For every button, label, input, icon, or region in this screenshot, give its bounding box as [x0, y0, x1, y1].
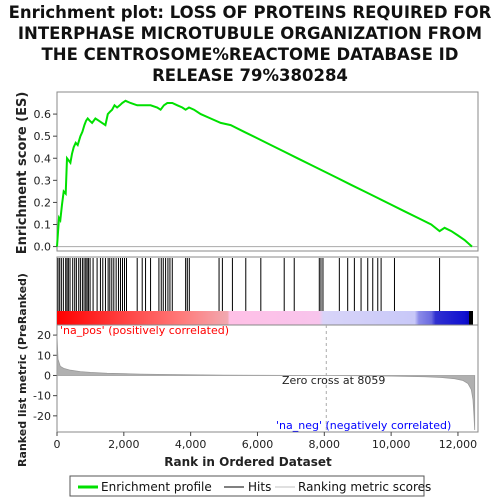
ranking-color-band: [57, 311, 473, 325]
legend-enrichment-label: Enrichment profile: [101, 480, 212, 494]
es-tick-label: 0.6: [34, 108, 52, 121]
na-pos-label: 'na_pos' (positively correlated): [60, 324, 229, 337]
legend-ranking-label: Ranking metric scores: [298, 480, 431, 494]
x-tick-label: 8,000: [309, 438, 341, 451]
metric-panel: [56, 324, 479, 433]
es-tick-label: 0.2: [34, 196, 52, 209]
metric-axis: 20 10 0 -10 -20: [33, 329, 57, 423]
chart-title: Enrichment plot: LOSS OF PROTEINS REQUIR…: [0, 2, 500, 86]
x-tick-label: 6,000: [242, 438, 274, 451]
es-panel: [56, 91, 479, 252]
legend-hits-label: Hits: [248, 480, 271, 494]
zero-cross-label: Zero cross at 8059: [282, 374, 385, 387]
metric-tick-label: 20: [37, 329, 51, 342]
es-axis: 0.0 0.1 0.2 0.3 0.4 0.5 0.6: [34, 108, 57, 254]
es-axis-label: Enrichment score (ES): [15, 92, 30, 255]
es-tick-label: 0.1: [34, 219, 52, 232]
es-tick-label: 0.4: [34, 152, 52, 165]
legend-box: [69, 475, 425, 497]
es-tick-label: 0.0: [34, 241, 52, 254]
metric-tick-label: 10: [37, 349, 51, 362]
title-line: Enrichment plot: LOSS OF PROTEINS REQUIR…: [8, 3, 492, 22]
metric-tick-label: 0: [44, 369, 51, 382]
metric-tick-label: -20: [33, 410, 51, 423]
band-end-marker: [469, 311, 473, 325]
x-tick-label: 4,000: [175, 438, 207, 451]
title-line: RELEASE 79%380284: [152, 66, 348, 85]
ranking-metric-area: [56, 335, 476, 431]
x-tick-label: 10,000: [372, 438, 411, 451]
hits-marks: [57, 258, 441, 311]
title-line: THE CENTROSOME%REACTOME DATABASE ID: [41, 45, 459, 64]
x-tick-label: 0: [54, 438, 61, 451]
es-tick-label: 0.5: [34, 130, 52, 143]
x-axis-label: Rank in Ordered Dataset: [164, 455, 332, 469]
na-neg-label: 'na_neg' (negatively correlated): [276, 419, 451, 432]
x-axis: 0 2,000 4,000 6,000 8,000 10,000 12,000: [54, 432, 478, 451]
es-tick-label: 0.3: [34, 174, 52, 187]
x-tick-label: 2,000: [108, 438, 140, 451]
metric-axis-label: Ranked list metric (PreRanked): [16, 273, 29, 467]
metric-tick-label: -10: [33, 390, 51, 403]
title-line: INTERPHASE MICROTUBULE ORGANIZATION FROM: [17, 24, 483, 43]
enrichment-profile-line: [56, 99, 473, 248]
x-tick-label: 12,000: [439, 438, 478, 451]
